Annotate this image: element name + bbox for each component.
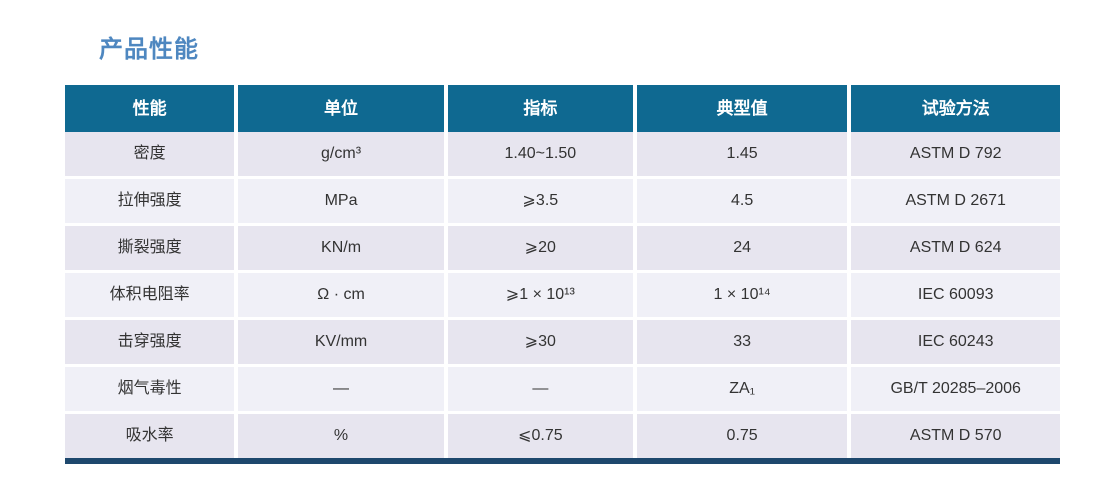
table-cell-spec: ⩾20 — [447, 226, 633, 270]
column-header-test-method: 试验方法 — [851, 85, 1060, 134]
table-cell-spec: ⩾3.5 — [447, 179, 633, 223]
column-header-unit: 单位 — [238, 85, 444, 134]
table-cell-test-method: IEC 60243 — [851, 320, 1060, 364]
table-cell-unit: g/cm³ — [238, 132, 444, 176]
table-cell-typical-value: 33 — [636, 320, 848, 364]
table-cell-typical-value: 1 × 10¹⁴ — [636, 273, 848, 317]
table-cell-property: 击穿强度 — [65, 320, 235, 364]
table-cell-typical-value: ZA₁ — [636, 367, 848, 411]
column-header-property: 性能 — [65, 85, 235, 134]
column-header-spec: 指标 — [447, 85, 633, 134]
table-cell-property: 撕裂强度 — [65, 226, 235, 270]
table-cell-test-method: ASTM D 624 — [851, 226, 1060, 270]
table-cell-unit: — — [238, 367, 444, 411]
table-cell-spec: ⩾1 × 10¹³ — [447, 273, 633, 317]
table-cell-unit: Ω · cm — [238, 273, 444, 317]
product-performance-table: 性能 单位 指标 典型值 试验方法 密度 g/cm³ 1.40~1.50 1.45 ASTM D … — [65, 85, 1060, 464]
table-cell-test-method: ASTM D 570 — [851, 414, 1060, 458]
table-cell-unit: MPa — [238, 179, 444, 223]
table-cell-property: 密度 — [65, 132, 235, 176]
table-cell-typical-value: 1.45 — [636, 132, 848, 176]
table-cell-spec: 1.40~1.50 — [447, 132, 633, 176]
table-cell-spec: ⩽0.75 — [447, 414, 633, 458]
table-cell-spec: — — [447, 367, 633, 411]
table-cell-unit: KV/mm — [238, 320, 444, 364]
table-cell-property: 拉伸强度 — [65, 179, 235, 223]
table-cell-test-method: ASTM D 792 — [851, 132, 1060, 176]
column-header-typical-value: 典型值 — [636, 85, 848, 134]
table-cell-property: 烟气毒性 — [65, 367, 235, 411]
table-cell-unit: % — [238, 414, 444, 458]
table-cell-typical-value: 0.75 — [636, 414, 848, 458]
table-cell-typical-value: 4.5 — [636, 179, 848, 223]
table-cell-test-method: ASTM D 2671 — [851, 179, 1060, 223]
page-title: 产品性能 — [99, 36, 199, 63]
table-cell-test-method: GB/T 20285–2006 — [851, 367, 1060, 411]
table-cell-test-method: IEC 60093 — [851, 273, 1060, 317]
table-cell-spec: ⩾30 — [447, 320, 633, 364]
table-cell-unit: KN/m — [238, 226, 444, 270]
table-cell-typical-value: 24 — [636, 226, 848, 270]
table-cell-property: 体积电阻率 — [65, 273, 235, 317]
table-cell-property: 吸水率 — [65, 414, 235, 458]
